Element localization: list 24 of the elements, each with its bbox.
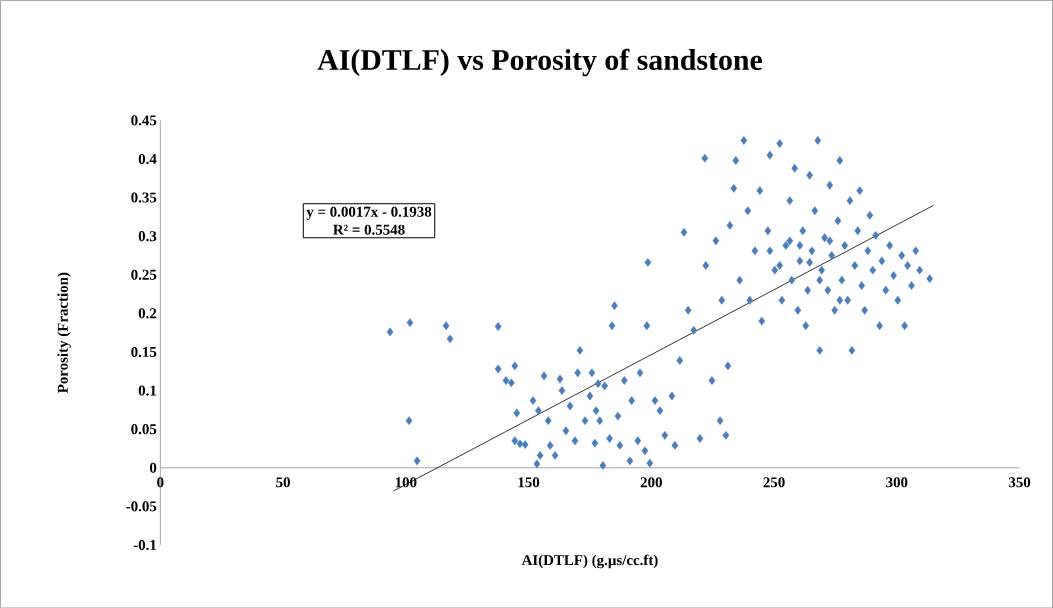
y-tick-label: 0	[149, 462, 157, 473]
y-tick-label: 0.35	[131, 192, 157, 203]
y-tick-label: 0.4	[138, 153, 157, 164]
y-tick-label: 0.15	[131, 346, 157, 357]
y-tick-label: 0.3	[138, 230, 157, 242]
y-tick-label: 0.05	[131, 423, 157, 435]
x-axis-title: AI(DTLF) (g.µs/cc.ft)	[521, 554, 658, 569]
y-tick-label: 0.2	[138, 308, 157, 319]
x-tick-label: 200	[640, 477, 662, 488]
chart-title: AI(DTLF) vs Porosity of sandstone	[317, 48, 763, 76]
x-tick-label: 150	[518, 477, 540, 488]
y-tick-label: -0.05	[126, 501, 157, 512]
x-tick-label: 350	[1008, 477, 1031, 488]
y-axis-title: Porosity (Fraction)	[57, 272, 71, 393]
y-tick-label: 0.45	[131, 115, 157, 126]
x-tick-label: 250	[763, 477, 785, 488]
annotation: R² = 0.5548	[333, 224, 405, 235]
y-tick-label: -0.1	[133, 539, 157, 550]
annotation: y = 0.0017x - 0.1938	[306, 206, 432, 220]
x-tick-label: 0	[157, 477, 164, 488]
y-tick-label: 0.25	[131, 269, 157, 280]
x-tick-label: 300	[886, 477, 908, 488]
x-tick-label: 50	[276, 477, 290, 488]
y-tick-label: 0.1	[138, 385, 157, 396]
